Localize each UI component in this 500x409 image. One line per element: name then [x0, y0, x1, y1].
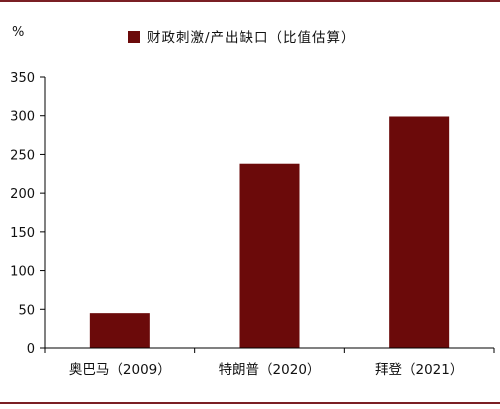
y-tick-label: 0	[27, 342, 35, 357]
y-tick-label: 250	[10, 148, 35, 163]
y-unit-label: %	[12, 25, 24, 40]
legend: 财政刺激/产出缺口（比值估算）	[128, 30, 356, 46]
bar	[239, 163, 300, 348]
legend-swatch	[128, 31, 140, 43]
y-tick-label: 200	[10, 187, 35, 202]
x-category-label: 拜登（2021）	[375, 362, 463, 378]
y-tick-label: 100	[10, 265, 35, 280]
x-axis: 奥巴马（2009） 特朗普（2020） 拜登（2021）	[44, 347, 495, 378]
bar	[389, 116, 450, 348]
y-tick-label: 150	[10, 226, 35, 241]
x-category-label: 奥巴马（2009）	[69, 361, 171, 378]
y-tick-label: 300	[10, 110, 35, 125]
legend-label: 财政刺激/产出缺口（比值估算）	[147, 30, 356, 46]
x-category-label: 特朗普（2020）	[219, 362, 321, 378]
y-tick-label: 50	[18, 303, 35, 318]
bars	[89, 116, 450, 348]
y-axis: 0 50 100 150 200 250 300 350	[10, 71, 46, 357]
bottom-border	[0, 402, 500, 404]
y-tick-label: 350	[10, 71, 35, 86]
top-border	[0, 0, 500, 2]
bar	[89, 313, 150, 348]
